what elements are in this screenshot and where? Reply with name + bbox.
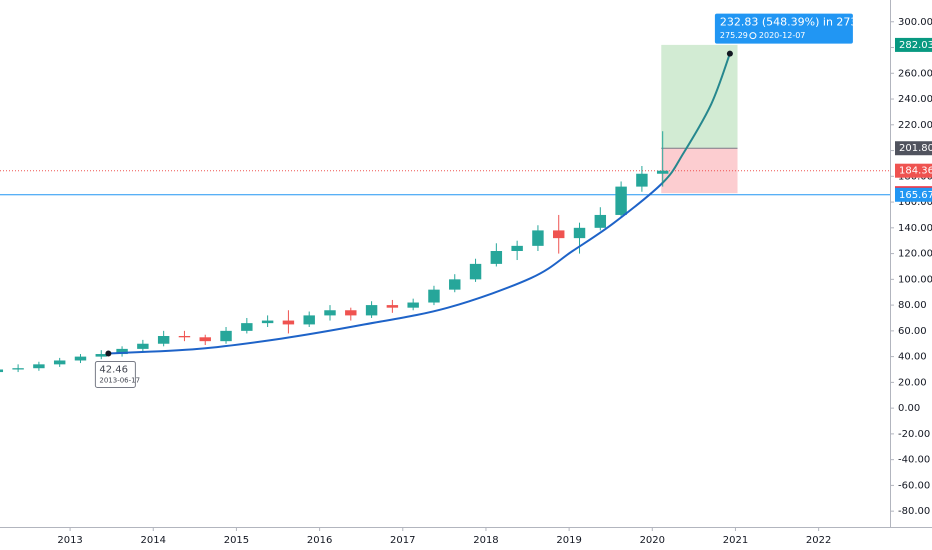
candle-body bbox=[303, 315, 315, 325]
y-tick-label: 220.00 bbox=[898, 120, 932, 131]
y-tick-label: 100.00 bbox=[898, 274, 932, 285]
price-badge bbox=[895, 37, 932, 52]
end-label-price: 275.29 bbox=[720, 31, 748, 40]
candle-body bbox=[490, 251, 503, 264]
curve-end-point bbox=[726, 50, 733, 57]
x-tick-label: 2019 bbox=[556, 535, 581, 546]
y-tick-label: 20.00 bbox=[898, 377, 927, 388]
x-tick-label: 2013 bbox=[57, 535, 82, 546]
candle-body bbox=[95, 354, 107, 357]
x-tick-label: 2018 bbox=[473, 535, 498, 546]
price-badge bbox=[895, 187, 932, 202]
y-tick-label: -20.00 bbox=[898, 429, 930, 440]
x-tick-label: 2022 bbox=[806, 535, 831, 546]
candle-body bbox=[324, 310, 336, 316]
y-tick-label: 40.00 bbox=[898, 352, 927, 363]
candle-body bbox=[116, 348, 128, 355]
candle-body bbox=[199, 337, 211, 342]
candle-body bbox=[178, 336, 191, 338]
candle-body bbox=[407, 302, 419, 308]
start-label-price: 42.46 bbox=[99, 364, 128, 375]
candle-body bbox=[594, 214, 607, 228]
y-tick-label: 240.00 bbox=[898, 94, 932, 105]
candle-body bbox=[261, 320, 274, 324]
end-label-text: 232.83 (548.39%) in 2730d 1h bbox=[720, 16, 889, 29]
candle-body bbox=[553, 230, 565, 239]
x-tick-label: 2020 bbox=[640, 535, 665, 546]
candle-body bbox=[12, 368, 24, 370]
y-tick-label: 0.00 bbox=[898, 403, 920, 414]
y-tick-label: -80.00 bbox=[898, 506, 930, 517]
x-tick-label: 2021 bbox=[723, 535, 748, 546]
candle-body bbox=[74, 356, 87, 361]
y-tick-label: 260.00 bbox=[898, 68, 932, 79]
candle-body bbox=[365, 305, 378, 316]
candle-body bbox=[220, 330, 232, 342]
profit-zone bbox=[661, 44, 738, 149]
y-tick-label: 120.00 bbox=[898, 249, 932, 260]
candle-body bbox=[532, 230, 544, 246]
candle-body bbox=[656, 170, 669, 174]
y-tick-label: 60.00 bbox=[898, 326, 927, 337]
candle-body bbox=[241, 323, 253, 331]
end-label-box bbox=[714, 13, 853, 44]
x-tick-label: 2016 bbox=[307, 535, 332, 546]
start-label-date: 2013-06-17 bbox=[99, 376, 140, 384]
candle-body bbox=[428, 289, 440, 303]
candle-body bbox=[345, 310, 357, 316]
candle-body bbox=[449, 279, 461, 290]
y-tick-label: 160.00 bbox=[898, 197, 932, 208]
price-badge bbox=[895, 163, 932, 178]
projection-curve bbox=[108, 53, 731, 355]
candle-body bbox=[33, 364, 45, 369]
candle-body bbox=[137, 343, 149, 349]
candle-body bbox=[573, 227, 586, 239]
start-label-box bbox=[94, 360, 136, 388]
candle-body bbox=[53, 360, 66, 365]
curve-start-point bbox=[105, 350, 112, 357]
end-label-date: 2020-12-07 bbox=[759, 31, 806, 40]
candle-body bbox=[0, 369, 4, 373]
y-tick-label: 140.00 bbox=[898, 223, 932, 234]
candle-body bbox=[386, 305, 399, 308]
candle-body bbox=[157, 336, 170, 344]
y-tick-label: 300.00 bbox=[898, 17, 932, 28]
candle-body bbox=[511, 245, 523, 252]
y-tick-label: -60.00 bbox=[898, 480, 930, 491]
candle-body bbox=[636, 173, 648, 187]
candle-body bbox=[282, 320, 295, 325]
x-tick-label: 2015 bbox=[224, 535, 249, 546]
y-tick-label: 80.00 bbox=[898, 300, 927, 311]
clock-icon bbox=[749, 32, 757, 40]
x-tick-label: 2017 bbox=[390, 535, 415, 546]
price-badge-label: 165.67 bbox=[899, 190, 932, 201]
candle-body bbox=[469, 263, 482, 280]
price-badge-label: 184.36 bbox=[899, 166, 932, 177]
y-tick-label: -40.00 bbox=[898, 455, 930, 466]
price-badge bbox=[895, 141, 932, 156]
candle-body bbox=[615, 186, 627, 215]
price-badge-label: 201.80 bbox=[899, 143, 932, 154]
price-badge-label: 282.03 bbox=[899, 40, 932, 51]
x-tick-label: 2014 bbox=[141, 535, 166, 546]
